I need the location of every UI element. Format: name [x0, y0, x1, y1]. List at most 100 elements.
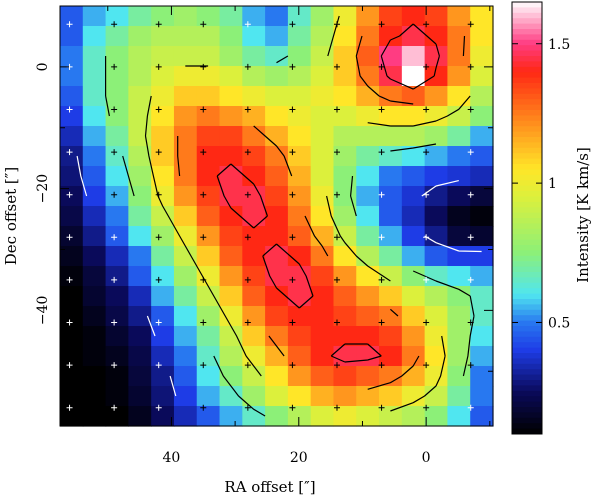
heatmap-cell [105, 86, 129, 107]
heatmap-cell [447, 406, 471, 427]
heatmap-cell [151, 186, 175, 207]
heatmap-cell [151, 226, 175, 247]
heatmap-cell [379, 166, 403, 187]
heatmap-cell [310, 406, 335, 427]
grid-marker [378, 149, 385, 156]
colorbar-band [512, 320, 542, 327]
heatmap-cell [60, 26, 84, 47]
heatmap-cell [424, 186, 449, 207]
heatmap-cell [470, 326, 494, 347]
heatmap-cell [128, 126, 152, 147]
heatmap-cell [242, 66, 266, 87]
heatmap-cell [401, 286, 426, 307]
colorbar-band [512, 158, 542, 165]
colorbar-band [512, 72, 542, 79]
heatmap-cell [310, 206, 335, 227]
heatmap-cell [265, 246, 289, 267]
heatmap-cell [265, 86, 289, 107]
grid-marker [200, 149, 207, 156]
heatmap-cell [401, 26, 426, 47]
x-tick-label: 0 [422, 450, 431, 466]
grid-marker [200, 191, 207, 198]
colorbar-band [512, 288, 542, 295]
heatmap-cell [219, 66, 243, 87]
colorbar-band [512, 245, 542, 251]
grid-marker [423, 234, 430, 241]
heatmap-cell [424, 286, 449, 307]
heatmap-cell [447, 126, 471, 147]
grid-marker [378, 191, 385, 198]
colorbar-band [512, 66, 542, 73]
heatmap-cell [287, 246, 312, 267]
heatmap-cell [333, 106, 357, 127]
grid-marker [423, 21, 430, 28]
colorbar-band [512, 347, 542, 354]
grid-marker [289, 106, 296, 113]
colorbar-band [512, 137, 542, 143]
heatmap-cell [151, 366, 175, 387]
grid-marker [111, 234, 118, 241]
heatmap-cell [470, 226, 494, 247]
heatmap-cell [60, 206, 84, 227]
heatmap-cell [447, 146, 471, 167]
heatmap-cell [242, 186, 266, 207]
colorbar-band [512, 39, 542, 46]
grid-marker [111, 404, 118, 411]
heatmap-cell [151, 406, 175, 427]
heatmap-cell [60, 6, 84, 27]
heatmap-cell [128, 26, 152, 47]
heatmap-cell [424, 106, 449, 127]
colorbar-band [512, 153, 542, 160]
heatmap-cell [82, 306, 107, 327]
heatmap-cell [424, 346, 449, 367]
heatmap-cell [196, 406, 221, 427]
heatmap-cell [60, 126, 84, 147]
heatmap-cell [470, 86, 494, 107]
heatmap-cell [82, 46, 107, 67]
colorbar-tick-label: 1.5 [548, 37, 570, 53]
colorbar-band [512, 180, 542, 187]
heatmap-cell [128, 366, 152, 387]
grid-marker [200, 276, 207, 283]
heatmap-cell [82, 386, 107, 407]
colorbar-band [512, 390, 542, 397]
grid-marker [66, 404, 73, 411]
heatmap-cell [196, 66, 221, 87]
heatmap-cell [105, 406, 129, 427]
heatmap-cell [310, 306, 335, 327]
heatmap-cell [128, 6, 152, 27]
heatmap-cell [287, 26, 312, 47]
colorbar-band [512, 369, 542, 376]
colorbar-band [512, 61, 542, 68]
heatmap-cell [356, 6, 380, 27]
colorbar-band [512, 88, 542, 95]
grid-marker [244, 404, 251, 411]
grid-marker [467, 404, 474, 411]
heatmap-cell [173, 166, 198, 187]
heatmap-cell [447, 66, 471, 87]
grid-marker [111, 106, 118, 113]
contour-lines [76, 15, 482, 417]
heatmap-cell [105, 106, 129, 127]
colorbar-band [512, 223, 542, 230]
grid-markers [66, 21, 474, 411]
colorbar-band [512, 417, 542, 424]
grid-marker [244, 21, 251, 28]
heatmap-cell [151, 86, 175, 107]
heatmap-cell [401, 306, 426, 327]
colorbar-band [512, 272, 542, 278]
heatmap-cell [105, 126, 129, 147]
grid-marker [467, 319, 474, 326]
grid-marker [111, 276, 118, 283]
grid-marker [467, 362, 474, 369]
colorbar-band [512, 255, 542, 262]
heatmap-cell [447, 86, 471, 107]
heatmap-cell [265, 126, 289, 147]
heatmap-cell [470, 166, 494, 187]
heatmap-cell [470, 106, 494, 127]
heatmap-cell [196, 106, 221, 127]
grid-marker [66, 149, 73, 156]
colorbar-band [512, 293, 542, 300]
colorbar-band [512, 99, 542, 106]
heatmap-cell [333, 306, 357, 327]
